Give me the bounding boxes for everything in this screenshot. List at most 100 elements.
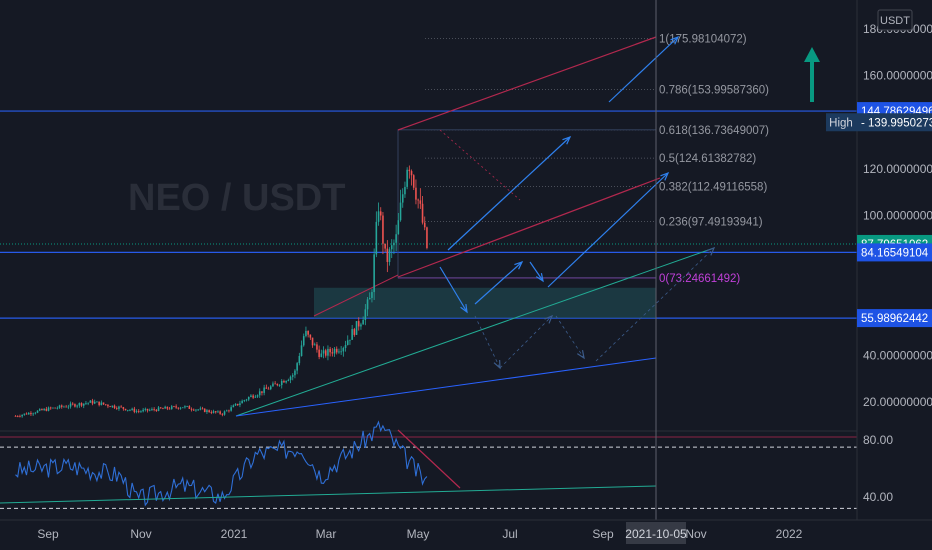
rsi-tick-label: 40.00: [863, 490, 893, 504]
time-axis-label: Mar: [316, 527, 337, 541]
candle-body: [102, 402, 105, 405]
candle-body: [258, 391, 261, 396]
trendline-green[interactable]: [235, 247, 715, 417]
arrow-head-icon: [576, 350, 585, 360]
candle-body: [269, 386, 272, 390]
candle-body: [368, 297, 371, 300]
candle-body: [164, 406, 166, 409]
candle-body: [243, 400, 246, 401]
candle-body: [34, 412, 37, 414]
candle-body: [327, 348, 329, 356]
candle-body: [80, 403, 83, 406]
arrow-9[interactable]: [499, 315, 553, 369]
candle-body: [177, 407, 180, 409]
candle-body: [175, 406, 177, 408]
arrow-3[interactable]: [547, 172, 669, 288]
time-axis[interactable]: Sep Nov 2021 Mar May Jul Sep Nov 2022: [37, 527, 802, 541]
price-tick-label: 40.00000000: [863, 348, 932, 362]
candle-body: [109, 406, 111, 408]
accumulation-zone[interactable]: [314, 287, 656, 319]
trendline-lower-red[interactable]: [397, 177, 661, 278]
candle-body: [298, 356, 301, 364]
candle-body: [382, 215, 384, 244]
time-axis-label: Nov: [130, 527, 151, 541]
candle-body: [71, 403, 74, 405]
candle-body: [355, 321, 358, 335]
price-tick-label: 20.00000000: [863, 395, 932, 409]
candle-body: [318, 349, 320, 357]
candle-body: [294, 370, 296, 376]
fib-level-label: 0.786(153.99587360): [659, 85, 769, 97]
candle-body: [199, 408, 202, 410]
candle-body: [159, 407, 162, 409]
candle-body: [197, 409, 199, 411]
arrow-6[interactable]: [529, 261, 544, 282]
candle-body: [289, 376, 292, 380]
candle-body: [366, 299, 369, 310]
candle-body: [107, 404, 109, 407]
candle-body: [377, 211, 380, 222]
rsi-support-trendline[interactable]: [0, 485, 657, 504]
candle-body: [201, 408, 204, 410]
candle-body: [184, 406, 186, 408]
candle-body: [390, 245, 393, 250]
arrow-4[interactable]: [439, 266, 468, 313]
candle-body: [223, 411, 226, 415]
candle-body: [126, 409, 129, 411]
candle-body: [203, 408, 206, 413]
trendline-blue[interactable]: [235, 357, 657, 417]
candle-body: [236, 403, 239, 406]
candle-body: [287, 379, 290, 381]
candle-body: [320, 353, 323, 357]
price-axis-ticks: 180.00000000160.00000000120.00000000100.…: [863, 22, 932, 409]
up-arrow-icon[interactable]: [804, 47, 820, 102]
candle-body: [261, 391, 263, 393]
candle-body: [122, 407, 125, 409]
candle-body: [285, 380, 287, 383]
candle-body: [307, 330, 309, 335]
candle-body: [210, 412, 213, 413]
candle-body: [52, 407, 54, 409]
candle-body: [63, 406, 65, 408]
candle-body: [124, 408, 127, 411]
candle-body: [148, 409, 151, 411]
candle-body: [397, 220, 400, 235]
rsi-down-trendline[interactable]: [397, 429, 461, 489]
currency-badge[interactable]: USDT: [877, 9, 913, 31]
trendline-channel[interactable]: [313, 274, 399, 317]
time-axis-label: Jul: [502, 527, 517, 541]
time-axis-label: 2022: [776, 527, 803, 541]
time-axis-label: 2021: [221, 527, 248, 541]
candle-body: [221, 413, 224, 415]
candle-body: [375, 221, 378, 255]
candle-body: [245, 399, 248, 401]
candle-body: [278, 385, 281, 386]
price-badge-label: 55.98962442: [861, 313, 928, 325]
trendline-upper-red[interactable]: [397, 36, 657, 131]
candle-body: [349, 339, 351, 341]
candle-body: [58, 405, 61, 408]
arrow-2[interactable]: [447, 136, 571, 251]
candle-body: [30, 412, 32, 415]
trendlines-layer[interactable]: [235, 36, 715, 417]
arrow-5[interactable]: [474, 261, 523, 305]
arrow-1[interactable]: [608, 36, 679, 103]
candle-body: [142, 409, 144, 412]
time-axis-label: Sep: [37, 527, 59, 541]
candle-body: [340, 351, 342, 353]
candle-body: [168, 408, 171, 410]
candle-body: [181, 407, 184, 409]
fib-level-label: 1(175.98104072): [659, 33, 747, 45]
rsi-pane: [0, 420, 857, 509]
arrow-8[interactable]: [474, 315, 501, 369]
arrow-10[interactable]: [555, 315, 585, 359]
candle-body: [98, 401, 100, 406]
fibonacci-retracement[interactable]: 1(175.98104072) 0.786(153.99587360) 0.618(…: [397, 33, 769, 285]
arrow-head-icon: [670, 35, 680, 45]
candle-body: [384, 243, 386, 249]
candle-body: [93, 401, 96, 404]
fib-box: [397, 129, 657, 279]
price-tick-label: 120.00000000: [863, 162, 932, 176]
projection-arrows[interactable]: [439, 35, 716, 370]
